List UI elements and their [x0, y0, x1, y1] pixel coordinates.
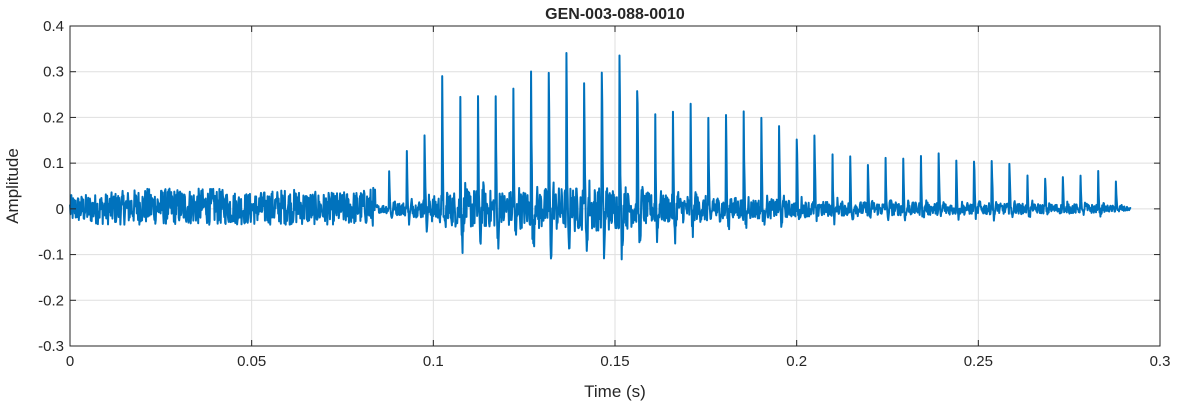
x-tick-label: 0.2 [786, 353, 807, 370]
y-tick-label: 0 [56, 201, 64, 218]
x-tick-label: 0.25 [964, 353, 993, 370]
y-tick-label: -0.1 [38, 247, 64, 264]
y-tick-label: 0.1 [43, 155, 64, 172]
y-axis-label: Amplitude [3, 148, 22, 224]
tick-group [69, 25, 1161, 347]
series-group [69, 51, 1132, 261]
y-tick-label: 0.4 [43, 18, 64, 35]
x-axis-label: Time (s) [584, 382, 646, 401]
y-tick-label: -0.2 [38, 292, 64, 309]
x-tick-label: 0.3 [1150, 353, 1171, 370]
x-tick-label: 0.1 [423, 353, 444, 370]
x-tick-label: 0 [66, 353, 74, 370]
y-tick-label: 0.2 [43, 109, 64, 126]
chart-title: GEN-003-088-0010 [545, 6, 685, 23]
waveform-line [69, 51, 1132, 261]
x-tick-label: 0.05 [237, 353, 266, 370]
tick-label-group: 0 0.05 0.1 0.15 0.2 0.25 0.3 -0.3 -0.2 -0.1 0 0.1 0.… [38, 18, 1170, 370]
y-tick-label: 0.3 [43, 64, 64, 81]
y-tick-label: -0.3 [38, 338, 64, 355]
x-tick-label: 0.15 [600, 353, 629, 370]
